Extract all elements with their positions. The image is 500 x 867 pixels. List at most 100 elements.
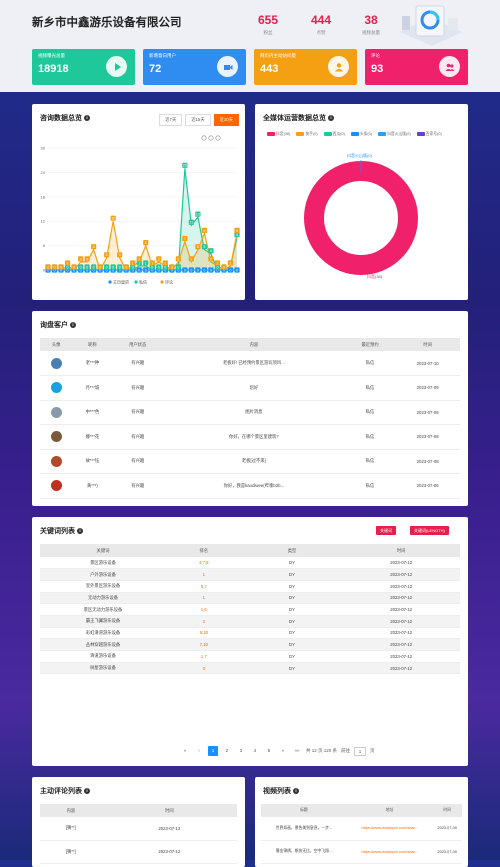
table-row[interactable]: 娜***花 有兴趣 你好，在哪个景区里建筑? 私信 2023-07-08 — [40, 424, 460, 450]
keyword-button[interactable]: 关键词 — [376, 526, 396, 535]
card-label: 视频曝光总量 — [38, 53, 65, 58]
title-text: 视频列表 — [263, 788, 291, 795]
info-icon: i — [77, 528, 83, 534]
zoom-icon — [201, 135, 207, 141]
table-row[interactable]: 老***种 有兴趣 老板好! 已经预约景区游玩项目... 私信 2023-07-… — [40, 351, 460, 376]
table-row[interactable]: 彩虹滑道游乐设备 9,10 DY 2023-07-12 — [40, 627, 460, 640]
table-row[interactable]: 中***色 有兴趣 图片消息 私信 2023-07-09 — [40, 400, 460, 425]
legend-item[interactable]: 西瓜(0) — [323, 132, 345, 137]
table-row[interactable]: 景区无动力游乐设备 1,6 DY 2023-07-12 — [40, 603, 460, 616]
keyword-length-button[interactable]: 关键词(LENGTH) — [410, 526, 449, 535]
keyword-type: DY — [241, 662, 343, 675]
stat-value: 444 — [311, 13, 332, 27]
legend-item[interactable]: 百家号(0) — [416, 132, 442, 137]
data-label-bg — [214, 264, 221, 270]
data-label: 0 — [223, 268, 225, 272]
table-row[interactable]: 无动力游乐设备 1 DY 2023-07-12 — [40, 592, 460, 605]
tab-30-days[interactable]: 近30天 — [213, 114, 239, 126]
table-row[interactable]: [猜**] 2023-07-12 — [40, 817, 237, 841]
prev-icon[interactable]: ‹ — [198, 748, 200, 753]
legend-label: 快手(0) — [305, 132, 318, 136]
data-label: 0 — [54, 268, 56, 272]
prev-page-button[interactable]: « — [183, 748, 187, 753]
page-4-button[interactable]: 4 — [253, 748, 257, 753]
page-1-button[interactable]: 1 — [208, 746, 218, 756]
lead-nickname: 娜***花 — [72, 424, 113, 450]
table-row[interactable]: 黄***) 有兴趣 你好，我是kaodiwee(哔嗦b2b... 私信 2023… — [40, 473, 460, 499]
legend-label: 评论 — [165, 279, 173, 285]
table-row[interactable]: 户外游乐设备 1 DY 2023-07-12 — [40, 568, 460, 581]
page-2-button[interactable]: 2 — [225, 748, 229, 753]
data-label-bg — [84, 256, 90, 262]
keyword-rank: 1,6 — [166, 603, 242, 616]
legend-swatch — [378, 132, 387, 136]
data-label-bg — [221, 264, 227, 270]
keyword-rank: 1 — [166, 592, 242, 605]
keyword-text: 树屋游乐设备 — [40, 662, 166, 675]
card-label: 评论 — [371, 53, 380, 58]
table-row[interactable]: 景区游乐设备 4,7,8 DY 2023-07-12 — [40, 557, 460, 570]
col-keyword: 关键词 — [40, 544, 166, 557]
card-new-users[interactable]: 新增意向用户 72 — [143, 49, 246, 85]
avatar-cell — [40, 424, 73, 450]
y-tick-label: 6 — [43, 243, 46, 248]
page-3-button[interactable]: 3 — [239, 748, 243, 753]
keywords-table: 关键词 排名 类型 时间 景区游乐设备 4,7,8 DY 2023-07-12 户… — [40, 544, 460, 675]
media-legend: 抖音(38) 快手(0) 西瓜(0) 头条(0) 抖音火山版(0) 百家号(0) — [267, 132, 463, 137]
card-visits[interactable]: 网页内主动访问量 443 — [254, 49, 357, 85]
legend-item[interactable]: 快手(0) — [296, 132, 318, 137]
table-row[interactable]: 霸王飞翼游乐设备 2 DY 2023-07-12 — [40, 615, 460, 628]
tab-7-days[interactable]: 近7天 — [159, 114, 183, 126]
page-5-button[interactable]: 5 — [267, 748, 271, 753]
data-label: 0 — [171, 268, 173, 272]
page-input[interactable]: 1 — [354, 746, 367, 756]
keyword-type: DY — [241, 615, 343, 628]
table-row[interactable]: 滑道游乐设备 1,7 DY 2023-07-12 — [40, 650, 460, 663]
legend-item[interactable]: 抖音火山版(0) — [378, 132, 411, 137]
data-label: 0 — [177, 268, 179, 272]
data-label: 0 — [106, 268, 108, 272]
data-label: 0 — [164, 265, 166, 269]
keyword-rank: 5,7 — [166, 580, 242, 593]
card-value: 443 — [260, 63, 279, 75]
data-label-bg — [208, 256, 214, 262]
legend-swatch — [416, 132, 425, 136]
legend-item[interactable]: 抖音(38) — [267, 132, 290, 137]
avatar-cell — [40, 351, 73, 376]
card-exposure[interactable]: 视频曝光总量 18918 — [32, 49, 135, 85]
video-time: 2023-07-09 — [432, 817, 462, 841]
table-row[interactable]: 世界如画，景色美到窒息，一步... https://www.iesdouyin.c… — [261, 817, 462, 841]
data-label-bg — [130, 264, 136, 270]
data-label: 0 — [106, 265, 108, 269]
table-row[interactable]: 丛林穿越游乐设备 7,10 DY 2023-07-12 — [40, 638, 460, 651]
data-label-bg — [136, 260, 142, 266]
keyword-time: 2023-07-12 — [342, 615, 460, 628]
data-label: 3 — [106, 253, 108, 257]
card-comments[interactable]: 评论 93 — [365, 49, 468, 85]
keyword-time: 2023-07-12 — [342, 662, 460, 675]
keyword-text: 彩虹滑道游乐设备 — [40, 627, 166, 640]
y-tick-label: 18 — [41, 194, 46, 199]
last-page-button[interactable]: »» — [294, 748, 300, 753]
next-page-button[interactable]: » — [281, 748, 285, 753]
table-row[interactable]: 树屋游乐设备 3 DY 2023-07-12 — [40, 662, 460, 675]
table-row[interactable]: 月***城 有兴趣 您好 私信 2023-07-09 — [40, 375, 460, 401]
data-label-bg — [149, 264, 155, 270]
data-label-bg — [77, 264, 84, 270]
table-header: 头像 昵称 用户状态 内容 最近预约 时间 — [40, 338, 460, 351]
keyword-type: DY — [241, 592, 343, 605]
data-label: 2 — [158, 257, 160, 261]
consult-panel: 咨询数据总览 i 近7天 近15天 近30天 0 6 12 18 24 30 0 0 0 0 0 0 0 0… — [32, 104, 245, 300]
data-label: 1 — [132, 261, 134, 265]
table-row[interactable]: 故***钰 有兴趣 老板[过不来] 私信 2023-07-08 — [40, 449, 460, 474]
data-label: 0 — [60, 268, 62, 272]
table-row[interactable]: 室外景区游乐设备 5,7 DY 2023-07-12 — [40, 580, 460, 593]
video-url-link[interactable]: https://www.iesdouyin.com/shar... — [346, 817, 433, 841]
tab-15-days[interactable]: 近15天 — [185, 114, 211, 126]
title-text: 咨询数据总览 — [40, 115, 82, 122]
col-content: 内容 — [162, 338, 345, 351]
y-tick-label: 30 — [41, 146, 46, 151]
legend-item[interactable]: 头条(0) — [350, 132, 372, 137]
data-label-bg — [182, 267, 188, 273]
legend-label: 百家号(0) — [425, 132, 442, 136]
